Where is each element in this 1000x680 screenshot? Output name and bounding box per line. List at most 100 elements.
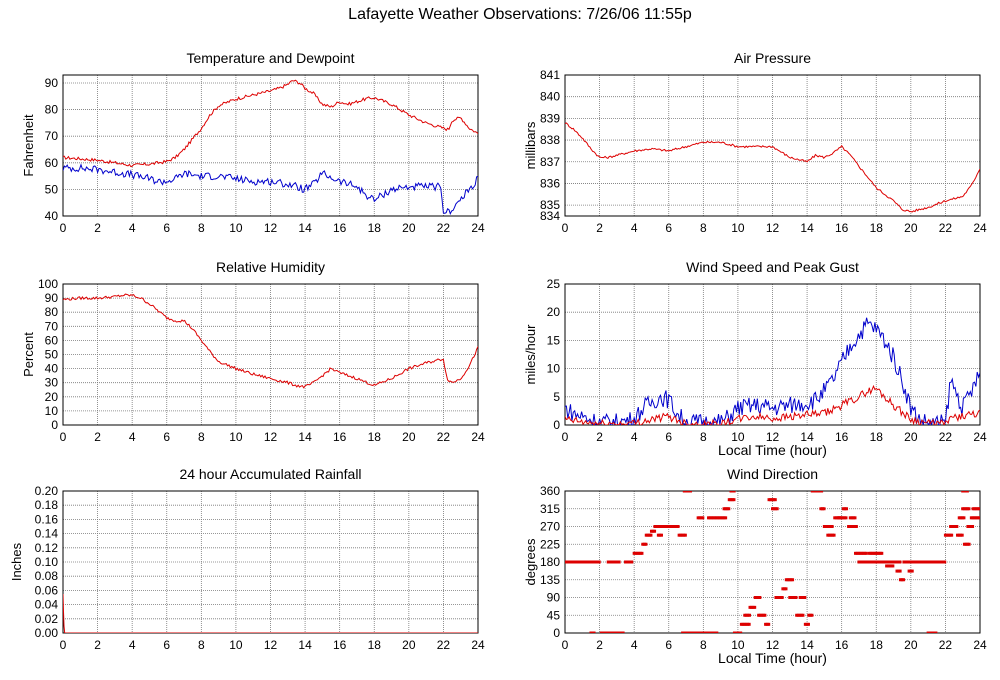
direction-point <box>824 525 828 528</box>
direction-point <box>574 560 578 564</box>
direction-point <box>713 516 717 520</box>
direction-point <box>611 560 615 564</box>
direction-point <box>732 631 736 633</box>
direction-point <box>882 560 886 564</box>
x-tick-label: 6 <box>665 430 672 444</box>
direction-point <box>724 507 728 511</box>
direction-point <box>862 560 866 564</box>
direction-point <box>810 613 814 617</box>
direction-point <box>724 516 728 520</box>
direction-point <box>801 596 805 599</box>
direction-point <box>771 507 774 511</box>
direction-point <box>782 587 786 591</box>
x-tick-label: 0 <box>562 430 569 444</box>
x-tick-label: 22 <box>939 430 953 444</box>
y-tick-label: 70 <box>45 319 59 333</box>
direction-point <box>753 605 757 609</box>
direction-point <box>889 564 893 568</box>
direction-point <box>670 525 674 528</box>
x-tick-label: 0 <box>60 221 67 235</box>
x-tick-label: 24 <box>973 221 987 235</box>
direction-point <box>791 578 795 582</box>
x-tick-label: 18 <box>368 430 382 444</box>
x-tick-label: 0 <box>562 221 569 235</box>
direction-point <box>725 507 729 511</box>
direction-point <box>588 560 592 564</box>
direction-point <box>858 551 862 555</box>
x-tick-label: 12 <box>766 221 780 235</box>
x-tick-label: 18 <box>870 638 884 652</box>
direction-point <box>717 516 721 520</box>
direction-point <box>879 560 883 564</box>
direction-point <box>903 560 907 564</box>
direction-point <box>902 578 906 582</box>
y-tick-label: 50 <box>45 182 59 196</box>
direction-point <box>829 525 833 528</box>
direction-point <box>873 560 877 564</box>
direction-point <box>568 560 572 564</box>
direction-point <box>773 498 777 502</box>
direction-point <box>960 533 964 537</box>
direction-point <box>959 533 963 537</box>
direction-point <box>615 631 619 633</box>
direction-point <box>741 622 745 626</box>
direction-point <box>684 491 688 493</box>
x-tick-label: 24 <box>471 221 485 235</box>
direction-point <box>593 560 597 564</box>
direction-point <box>609 560 613 564</box>
direction-point <box>651 529 655 533</box>
direction-point <box>928 631 932 633</box>
x-tick-label: 8 <box>700 430 707 444</box>
direction-point <box>691 631 695 633</box>
direction-point <box>949 525 953 528</box>
y-tick-label: 0.12 <box>35 541 59 555</box>
direction-point <box>974 507 978 511</box>
direction-point <box>727 507 731 511</box>
direction-point <box>831 533 835 537</box>
y-tick-label: 0.04 <box>35 598 59 612</box>
direction-point <box>668 525 672 528</box>
y-tick-label: 10 <box>45 404 59 418</box>
x-tick-label: 8 <box>700 638 707 652</box>
direction-point <box>746 613 750 617</box>
direction-point <box>947 533 951 537</box>
direction-point <box>962 491 966 493</box>
y-tick-label: 45 <box>547 608 561 622</box>
direction-point <box>798 596 802 599</box>
direction-point <box>722 516 726 520</box>
x-tick-label: 4 <box>631 221 638 235</box>
direction-point <box>956 533 960 537</box>
direction-point <box>953 525 957 528</box>
x-axis-label: Local Time (hour) <box>718 650 827 666</box>
direction-point <box>760 613 764 617</box>
direction-point <box>926 560 930 564</box>
direction-point <box>687 491 691 493</box>
x-tick-label: 20 <box>904 430 918 444</box>
y-tick-label: 836 <box>540 176 560 190</box>
direction-point <box>833 516 837 520</box>
direction-point <box>909 569 913 573</box>
x-tick-label: 20 <box>402 221 416 235</box>
direction-point <box>864 551 868 555</box>
direction-point <box>617 560 621 564</box>
direction-point <box>830 525 834 528</box>
direction-point <box>637 551 641 555</box>
direction-point <box>965 491 969 493</box>
y-tick-label: 5 <box>553 390 560 404</box>
direction-point <box>962 507 966 511</box>
y-tick-label: 225 <box>540 537 560 551</box>
x-tick-label: 10 <box>731 221 745 235</box>
direction-point <box>710 631 714 633</box>
x-tick-label: 14 <box>298 221 312 235</box>
direction-point <box>902 560 906 564</box>
direction-point <box>910 569 914 573</box>
direction-point <box>701 631 705 633</box>
direction-point <box>748 613 752 617</box>
direction-point <box>729 498 733 502</box>
y-tick-label: 0.08 <box>35 569 59 583</box>
direction-point <box>781 587 785 591</box>
direction-point <box>682 533 686 537</box>
direction-point <box>689 491 693 493</box>
direction-point <box>973 507 977 511</box>
